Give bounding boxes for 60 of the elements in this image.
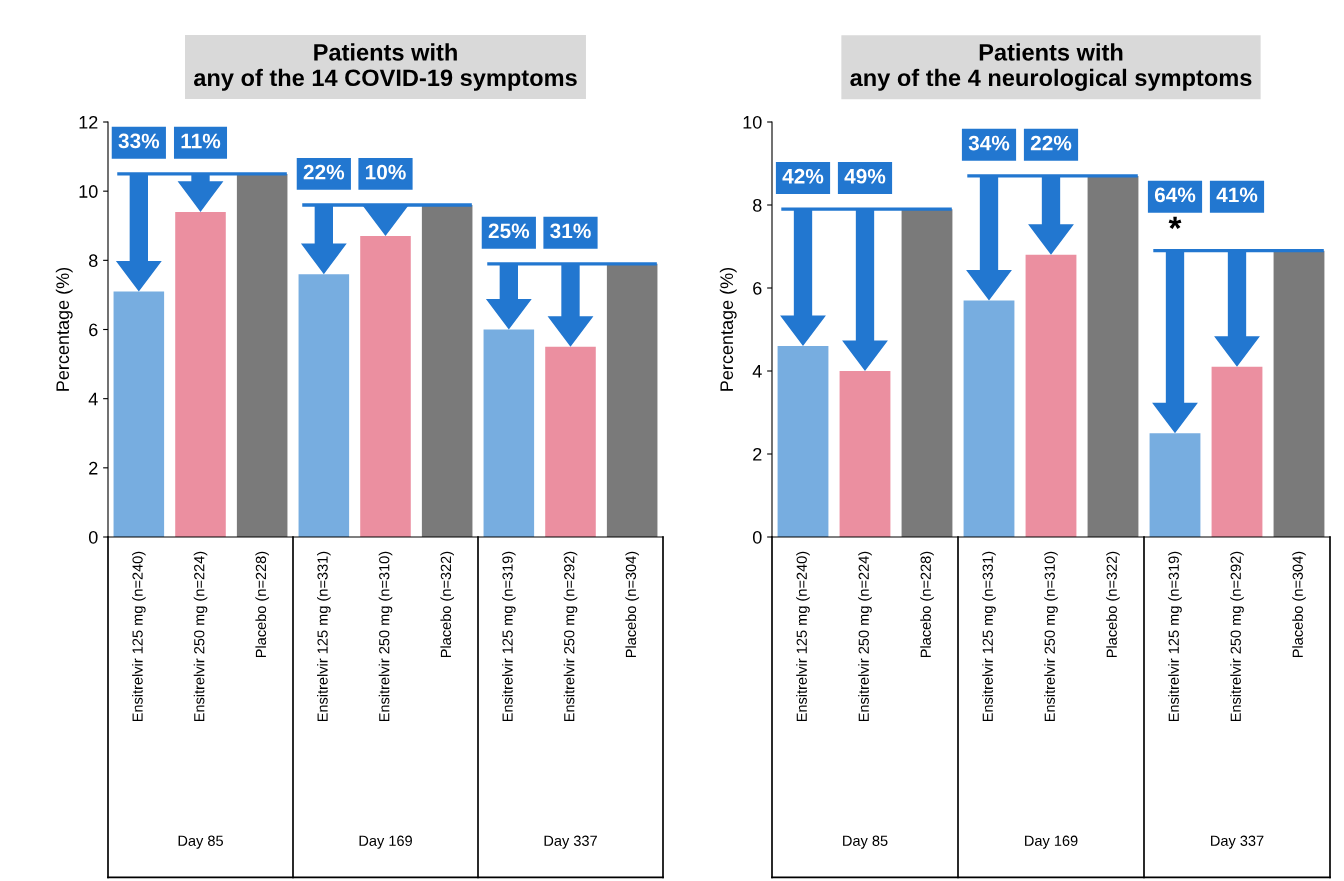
y-tick-label: 2 — [753, 447, 762, 461]
x-tick-label: Placebo (n=304) — [625, 551, 639, 658]
y-tick-label: 8 — [89, 254, 98, 268]
y-axis-title: Percentage (%) — [55, 267, 73, 391]
bar — [606, 263, 658, 537]
x-tick-label: Placebo (n=322) — [440, 551, 454, 658]
x-tick-label: Ensitrelvir 250 mg (n=292) — [1230, 551, 1244, 722]
x-tick-label: Ensitrelvir 250 mg (n=224) — [193, 551, 208, 722]
x-tick-label: Ensitrelvir 125 mg (n=240) — [796, 551, 810, 722]
y-tick-label: 6 — [89, 323, 98, 337]
x-tick-label: Ensitrelvir 250 mg (n=224) — [858, 551, 872, 722]
x-tick-label: Placebo (n=304) — [1292, 551, 1306, 658]
y-axis-title: Percentage (%) — [719, 267, 737, 391]
bar — [421, 205, 473, 537]
bar — [236, 173, 288, 537]
annotation: 41% — [1216, 187, 1258, 203]
bar — [1087, 175, 1139, 537]
x-tick-label: Ensitrelvir 250 mg (n=310) — [378, 551, 393, 722]
annotation: 34% — [968, 135, 1010, 151]
annotation: 31% — [550, 223, 591, 239]
annotation: 25% — [488, 223, 530, 239]
annotation: 64% — [1154, 187, 1196, 203]
text: Day 169 — [1025, 835, 1078, 849]
annotation: 49% — [844, 168, 886, 184]
annotation: 42% — [782, 168, 824, 184]
annotation: 22% — [303, 164, 345, 180]
bar — [1273, 250, 1325, 537]
y-tick-label: 12 — [79, 115, 98, 129]
x-tick-label: Ensitrelvir 125 mg (n=240) — [132, 551, 146, 722]
y-tick-label: 10 — [743, 115, 762, 129]
x-tick-label: Ensitrelvir 125 mg (n=331) — [317, 551, 331, 722]
y-tick-label: 0 — [752, 530, 762, 544]
y-tick-label: 2 — [89, 461, 98, 475]
y-tick-label: 6 — [753, 281, 762, 295]
x-tick-label: Ensitrelvir 125 mg (n=319) — [1168, 551, 1182, 722]
annotation: 22% — [1030, 135, 1072, 151]
x-tick-label: Ensitrelvir 125 mg (n=331) — [982, 551, 996, 722]
text: Day 85 — [843, 835, 888, 849]
annotation: 11% — [181, 133, 221, 149]
bar — [901, 209, 953, 537]
text: Day 337 — [1211, 835, 1264, 849]
x-tick-label: Placebo (n=228) — [255, 551, 269, 658]
text: Day 337 — [544, 835, 597, 849]
y-tick-label: 4 — [752, 365, 762, 378]
x-tick-label: Placebo (n=228) — [920, 551, 934, 658]
text: Day 85 — [178, 835, 223, 849]
x-tick-label: Ensitrelvir 125 mg (n=319) — [502, 551, 516, 722]
y-tick-label: 0 — [88, 530, 98, 544]
x-tick-label: Ensitrelvir 250 mg (n=310) — [1044, 551, 1058, 722]
chart-title: Patients with any of the 14 COVID-19 symptoms — [193, 43, 577, 91]
chart-title: Patients with any of the 4 neurological symptoms — [850, 43, 1252, 91]
y-tick-label: 10 — [79, 185, 98, 198]
x-tick-label: Ensitrelvir 250 mg (n=292) — [563, 551, 578, 722]
y-tick-label: 8 — [753, 198, 762, 212]
annotation: * — [1168, 216, 1182, 230]
annotation: 33% — [118, 133, 160, 149]
y-tick-label: 4 — [88, 392, 98, 406]
annotation: 10% — [365, 164, 406, 180]
text: Day 169 — [359, 835, 412, 849]
x-tick-label: Placebo (n=322) — [1106, 551, 1120, 658]
